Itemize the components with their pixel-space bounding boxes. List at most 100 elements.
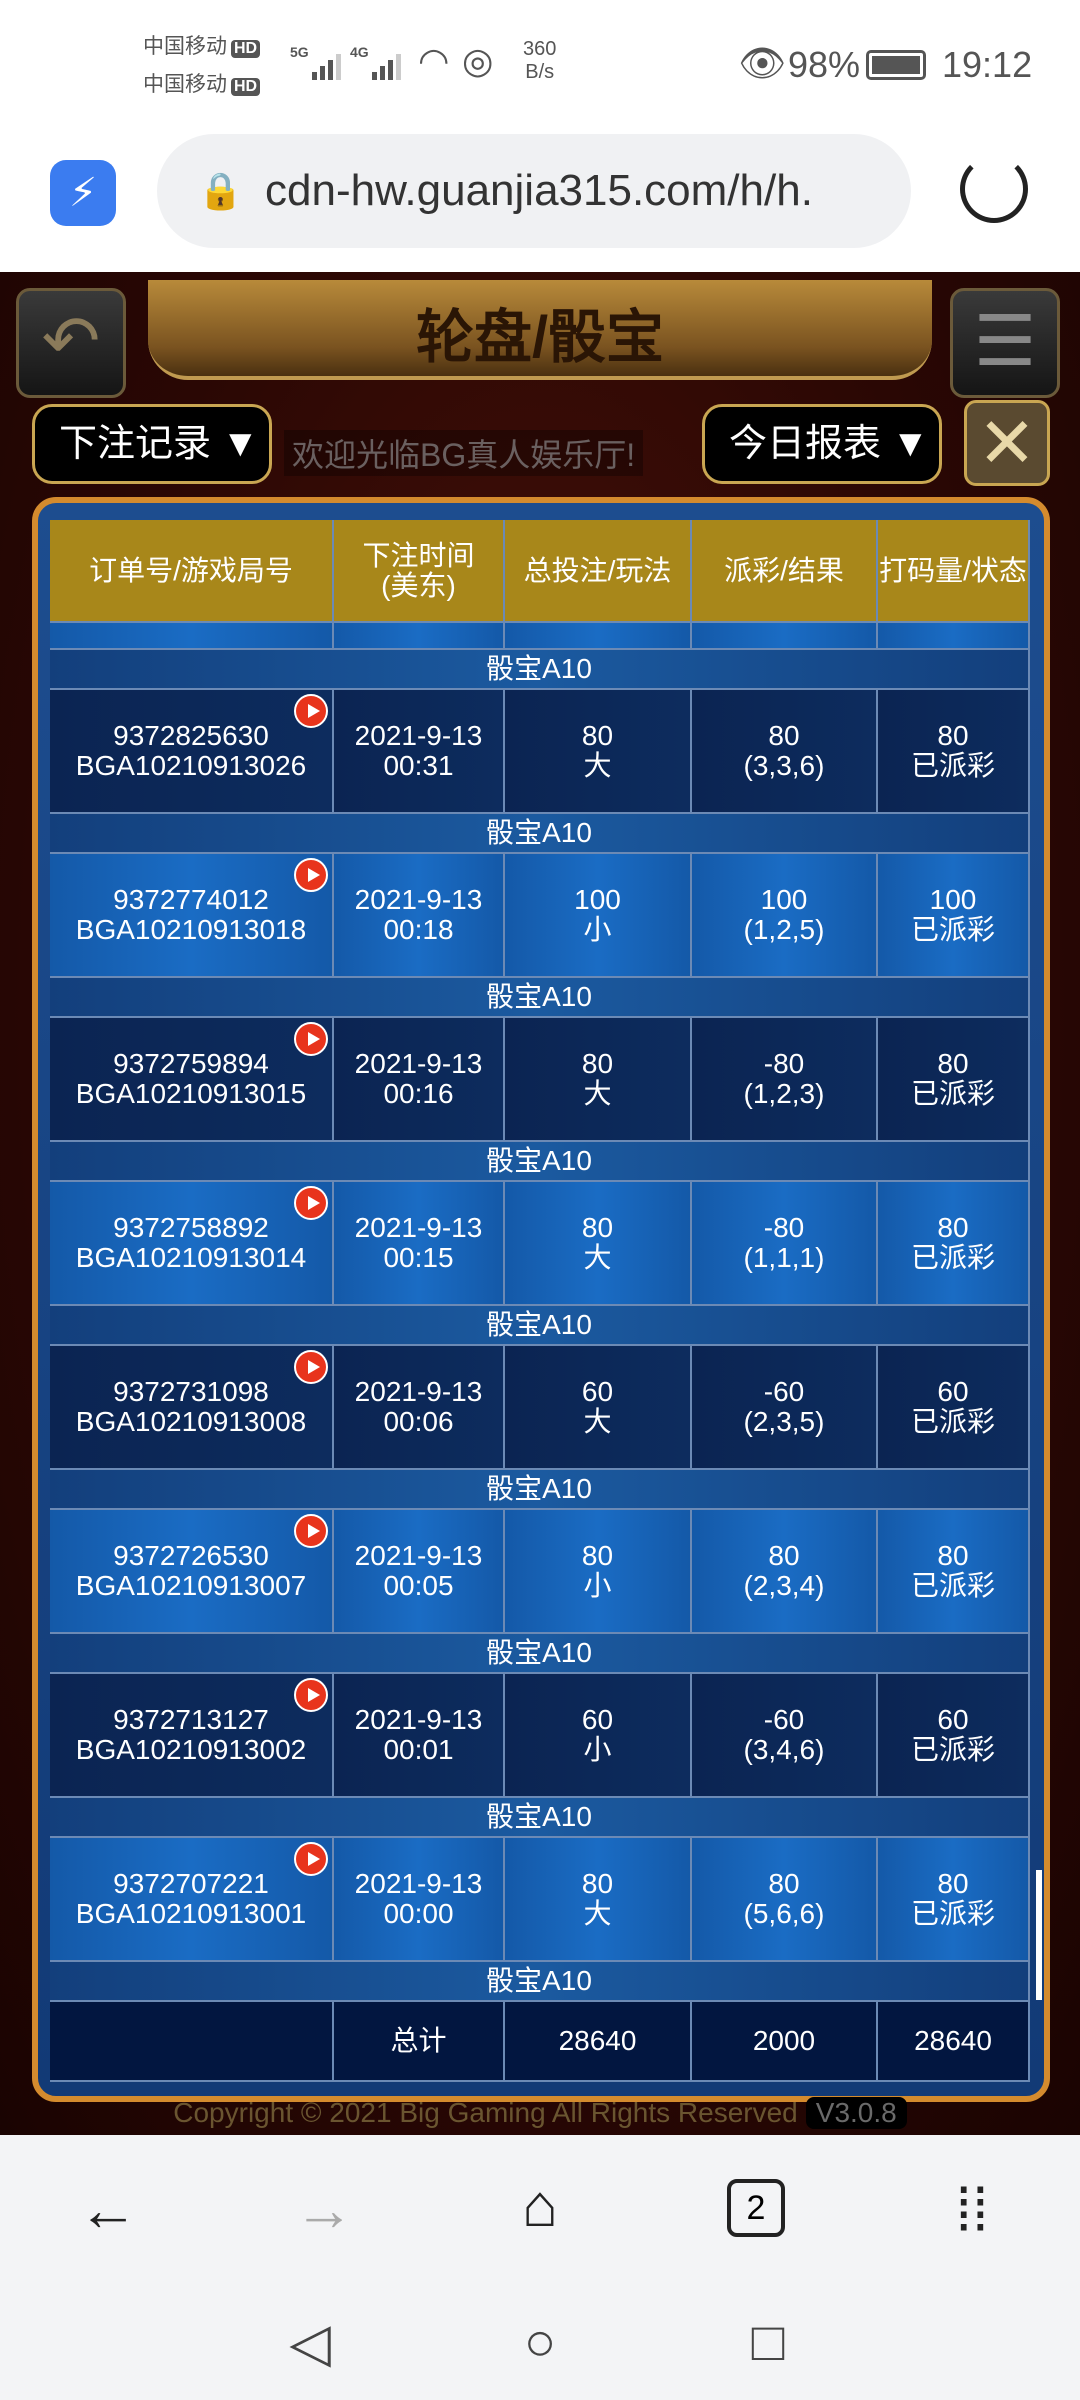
result: (3,4,6)	[743, 1734, 825, 1765]
play-video-icon[interactable]	[294, 694, 328, 728]
play-video-icon[interactable]	[294, 1514, 328, 1548]
column-header[interactable]: 下注时间 (美东)	[334, 520, 505, 623]
order: 9372713127	[113, 1704, 269, 1735]
reload-icon[interactable]	[960, 155, 1028, 223]
group-label: 骰宝A10	[50, 1470, 1030, 1510]
address-bar[interactable]	[157, 134, 911, 248]
group-label: 骰宝A10	[50, 1306, 1030, 1346]
result: (1,1,1)	[743, 1242, 825, 1273]
url-text[interactable]: cdn-hw.guanjia315.com/h/h.	[265, 166, 813, 215]
order-cell[interactable]: 9372758892 BGA10210913014	[50, 1182, 334, 1306]
total-value: 总计	[390, 2025, 447, 2056]
play-video-icon[interactable]	[294, 1350, 328, 1384]
forward-icon[interactable]: →	[294, 2176, 354, 2243]
status-cell: 60 已派彩	[878, 1346, 1030, 1470]
report-dropdown[interactable]: 今日报表 ▼	[702, 404, 942, 484]
valid: 80	[937, 1540, 969, 1571]
play: 小	[583, 1570, 612, 1601]
lightning-app-icon[interactable]: ⚡	[50, 160, 116, 226]
marquee-text: 欢迎光临BG真人娱乐厅!	[284, 430, 644, 476]
system-recents-icon[interactable]: □	[751, 2312, 785, 2372]
valid: 80	[937, 1868, 969, 1899]
back-button[interactable]: ↶	[16, 288, 126, 398]
column-header[interactable]: 总投注/玩法	[505, 520, 692, 623]
date: 2021-9-13	[354, 1540, 483, 1571]
result: (2,3,4)	[743, 1570, 825, 1601]
payout-cell: 80 (5,6,6)	[692, 1838, 878, 1962]
title-banner: 轮盘/骰宝	[148, 280, 932, 380]
valid: 80	[937, 1048, 969, 1079]
order: 9372726530	[113, 1540, 269, 1571]
order-cell[interactable]: 9372707221 BGA10210913001	[50, 1838, 334, 1962]
back-icon[interactable]: ←	[78, 2176, 138, 2243]
status-cell: 80 已派彩	[878, 1018, 1030, 1142]
result: (1,2,3)	[743, 1078, 825, 1109]
status: 已派彩	[910, 914, 995, 945]
status-cell: 80 已派彩	[878, 1838, 1030, 1962]
system-back-icon[interactable]: ◁	[289, 2313, 331, 2373]
column-header[interactable]: 打码量/状态	[878, 520, 1030, 623]
game-name: 骰宝A10	[486, 1309, 592, 1340]
play: 大	[583, 750, 612, 781]
payout-cell: -80 (1,1,1)	[692, 1182, 878, 1306]
menu-button[interactable]: ☰	[950, 288, 1060, 398]
total-cell: 总计	[334, 2002, 505, 2082]
order: 9372774012	[113, 884, 269, 915]
status: 已派彩	[910, 1898, 995, 1929]
bet-cell: 60 小	[505, 1674, 692, 1798]
time: 00:00	[383, 1898, 454, 1929]
group-label: 骰宝A10	[50, 1634, 1030, 1674]
status-bar: 中国移动 HD 中国移动 HD 5G 4G ◠ ◎ 360 B/s 👁 98% 19:…	[0, 0, 1080, 140]
order-cell[interactable]: 9372759894 BGA10210913015	[50, 1018, 334, 1142]
round: BGA10210913008	[75, 1406, 307, 1437]
bet: 80	[581, 1212, 614, 1243]
play-video-icon[interactable]	[294, 858, 328, 892]
status: 已派彩	[910, 1078, 995, 1109]
group-label: 骰宝A10	[50, 1142, 1030, 1182]
column-header[interactable]: 订单号/游戏局号	[50, 520, 334, 623]
eye-icon: 👁	[738, 43, 787, 85]
order-cell[interactable]: 9372774012 BGA10210913018	[50, 854, 334, 978]
copyright: Copyright © 2021 Big Gaming All Rights R…	[0, 2097, 1080, 2129]
tabs-button[interactable]: 2	[727, 2179, 785, 2237]
play: 大	[583, 1242, 612, 1273]
order-cell[interactable]: 9372825630 BGA10210913026	[50, 690, 334, 814]
play-video-icon[interactable]	[294, 1022, 328, 1056]
game-name: 骰宝A10	[486, 1637, 592, 1668]
play-video-icon[interactable]	[294, 1186, 328, 1220]
status-cell: 100 已派彩	[878, 854, 1030, 978]
column-header[interactable]: 派彩/结果	[692, 520, 878, 623]
home-icon[interactable]: ⌂	[521, 2172, 559, 2239]
net-4g-label: 4G	[350, 44, 369, 60]
lock-icon: 🔒	[198, 170, 243, 211]
game-name: 骰宝A10	[486, 1965, 592, 1996]
hotspot-icon: ◎	[462, 40, 494, 81]
order-cell[interactable]: 9372713127 BGA10210913002	[50, 1674, 334, 1798]
bet: 100	[574, 884, 621, 915]
payout-cell: 80 (2,3,4)	[692, 1510, 878, 1634]
wifi-icon: ◠	[418, 40, 450, 81]
game-name: 骰宝A10	[486, 981, 592, 1012]
result: (3,3,6)	[743, 750, 825, 781]
scrollbar[interactable]	[1036, 1870, 1042, 2000]
play: 小	[583, 914, 612, 945]
payout-cell: -80 (1,2,3)	[692, 1018, 878, 1142]
payout-cell: 80 (3,3,6)	[692, 690, 878, 814]
group-label: 骰宝A10	[50, 650, 1030, 690]
play-video-icon[interactable]	[294, 1842, 328, 1876]
order-cell[interactable]: 9372731098 BGA10210913008	[50, 1346, 334, 1470]
order-cell[interactable]: 9372726530 BGA10210913007	[50, 1510, 334, 1634]
total-cell: 28640	[878, 2002, 1030, 2082]
time: 00:05	[383, 1570, 454, 1601]
record-dropdown[interactable]: 下注记录 ▼	[32, 404, 272, 484]
play: 大	[583, 1406, 612, 1437]
play-video-icon[interactable]	[294, 1678, 328, 1712]
header-label: 打码量/状态	[879, 554, 1027, 586]
more-icon[interactable]: ⁞⁞	[955, 2176, 989, 2243]
valid: 100	[929, 884, 977, 915]
close-button[interactable]: ✕	[964, 400, 1050, 486]
system-home-icon[interactable]: ○	[523, 2312, 557, 2372]
status-cell: 80 已派彩	[878, 1182, 1030, 1306]
group-label: 骰宝A10	[50, 1798, 1030, 1838]
order: 9372731098	[113, 1376, 269, 1407]
